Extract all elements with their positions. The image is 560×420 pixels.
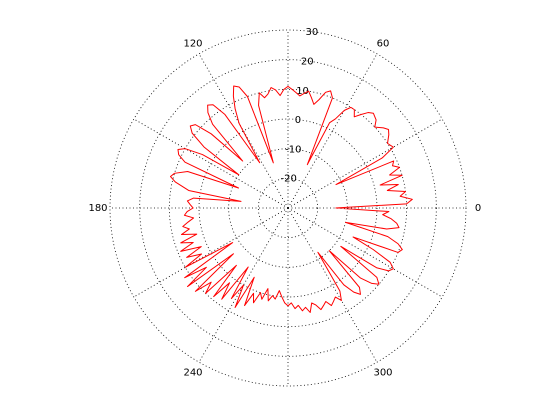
r-tick-label: -10 — [285, 144, 301, 155]
polar-grid — [109, 29, 467, 387]
radial-tick-labels: -20 -10 0 10 20 30 — [280, 27, 318, 185]
grid-ring-3 — [168, 88, 408, 328]
theta-tick-label: 60 — [377, 38, 390, 49]
grid-spoke-2 — [287, 53, 378, 209]
theta-tick-label: 0 — [475, 203, 481, 214]
r-tick-label: -20 — [280, 174, 296, 185]
grid-ring-0 — [257, 177, 319, 239]
grid-spoke-11 — [287, 207, 443, 298]
r-tick-label: 30 — [305, 27, 318, 38]
angle-tick-labels: 0 60 120 180 240 300 — [88, 38, 481, 378]
r-tick-label: 0 — [295, 115, 301, 126]
theta-tick-label: 120 — [183, 38, 202, 49]
grid-ring-4 — [139, 59, 437, 357]
theta-tick-label: 180 — [88, 203, 107, 214]
r-tick-label: 20 — [301, 56, 314, 67]
grid-ring-5 — [109, 29, 467, 387]
grid-ring-2 — [198, 118, 378, 298]
grid-spoke-10 — [287, 207, 378, 363]
theta-tick-label: 300 — [373, 368, 392, 379]
data-traces — [170, 85, 413, 313]
theta-tick-label: 240 — [183, 368, 202, 379]
r-tick-label: 10 — [296, 86, 309, 97]
grid-ring-1 — [228, 148, 348, 268]
series-line-0 — [170, 85, 413, 313]
